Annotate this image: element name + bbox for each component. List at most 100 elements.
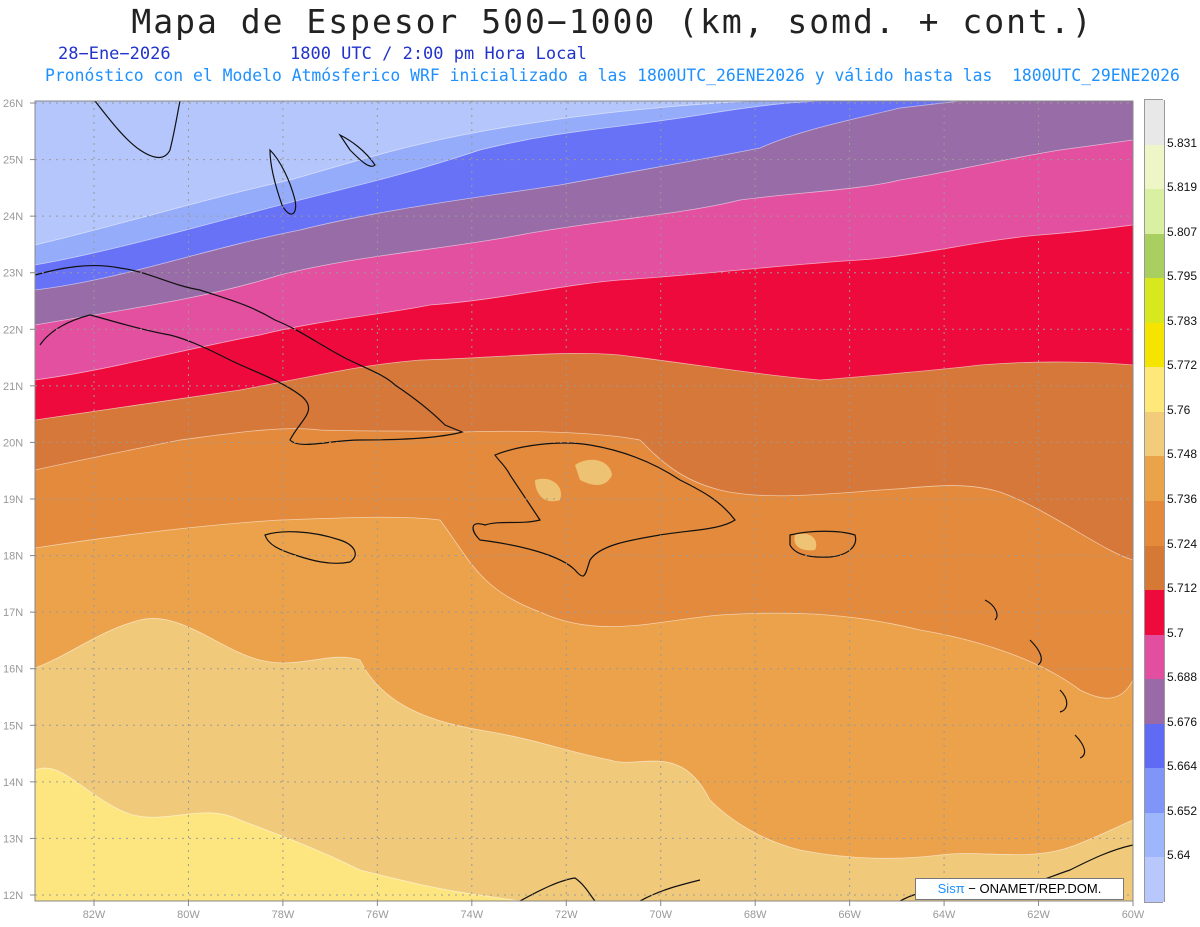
highland-patch <box>535 478 561 502</box>
colorbar-label: 5.831 <box>1167 135 1198 150</box>
florida-coastline <box>94 101 181 159</box>
colorbar <box>1144 99 1165 903</box>
lon-label: 78W <box>272 909 295 921</box>
colorbar-swatch <box>1144 501 1165 546</box>
contour-line <box>35 224 1133 381</box>
hispaniola-highland-patches <box>535 459 817 551</box>
valid-time: 1800 UTC / 2:00 pm Hora Local <box>290 44 587 64</box>
contour-line <box>35 516 1133 699</box>
colorbar-swatch <box>1144 634 1165 680</box>
longitude-labels: 82W 80W 78W 76W 74W 72W 70W 68W 66W 64W 62W 60W <box>83 901 1145 921</box>
colorbar-swatch <box>1144 189 1165 234</box>
lat-label: 22N <box>3 324 23 336</box>
lon-label: 62W <box>1027 909 1050 921</box>
lesser-antilles-coastline <box>984 599 1086 759</box>
credit-box: Sisπ − ONAMET/REP.DOM. <box>915 878 1124 900</box>
lat-label: 24N <box>3 211 23 223</box>
band-tan <box>35 618 1133 901</box>
lat-label: 14N <box>3 777 23 789</box>
map-frame <box>34 100 1134 902</box>
thickness-map: 82W 80W 78W 76W 74W 72W 70W 68W 66W 64W 62W 60W 26N… <box>3 98 1145 921</box>
colorbar-label: 5.712 <box>1167 581 1198 596</box>
andros-coastline <box>269 148 297 215</box>
colorbar-swatch <box>1144 590 1165 635</box>
lon-label: 80W <box>177 909 200 921</box>
contour-line <box>35 353 1133 421</box>
colorbar-swatch <box>1144 322 1165 368</box>
lat-label: 13N <box>3 833 23 845</box>
lat-label: 26N <box>3 98 23 110</box>
colorbar-label: 5.783 <box>1167 313 1198 328</box>
lon-label: 60W <box>1122 909 1145 921</box>
colorbar-label: 5.819 <box>1167 180 1198 195</box>
hispaniola-coastline <box>472 442 736 577</box>
contour-line <box>35 101 961 291</box>
colorbar-label: 5.748 <box>1167 447 1198 462</box>
jamaica-coastline <box>264 531 356 564</box>
cuba-coastline <box>35 264 464 446</box>
colorbar-swatch <box>1144 411 1165 457</box>
colorbar-label: 5.652 <box>1167 803 1198 818</box>
colorbar-label: 5.736 <box>1167 492 1198 506</box>
lon-label: 72W <box>555 909 578 921</box>
colorbar-swatch <box>1144 100 1165 145</box>
contour-lines <box>35 101 1133 901</box>
sispi-logo: Sisπ <box>937 881 965 896</box>
lat-label: 12N <box>3 890 23 902</box>
lon-label: 64W <box>933 909 956 921</box>
colorbar-swatch <box>1144 768 1165 813</box>
colorbar-label: 5.676 <box>1167 714 1198 729</box>
lon-label: 70W <box>649 909 672 921</box>
lat-label: 15N <box>3 720 23 732</box>
valid-date: 28−Ene−2026 <box>58 44 171 64</box>
puerto-rico-coastline <box>789 530 857 558</box>
lat-label: 20N <box>3 437 23 449</box>
lon-label: 82W <box>83 909 106 921</box>
colorbar-label: 5.664 <box>1167 759 1198 774</box>
colorbar-swatch <box>1144 144 1165 190</box>
lat-label: 21N <box>3 381 23 393</box>
colorbar-swatch <box>1144 456 1165 501</box>
lat-label: 16N <box>3 664 23 676</box>
contour-line <box>35 618 1133 859</box>
colorbar-label: 5.724 <box>1167 536 1198 551</box>
colorbar-label: 5.76 <box>1167 402 1191 417</box>
highland-patch <box>794 533 817 551</box>
colorbar-label: 5.7 <box>1167 625 1184 640</box>
colorbar-swatch <box>1144 367 1165 412</box>
latitude-labels: 26N 25N 24N 23N 22N 21N 20N 19N 18N 17N 16N 15N 14N 1… <box>3 98 35 902</box>
colorbar-swatch <box>1144 233 1165 279</box>
colorbar-label: 5.64 <box>1167 848 1191 863</box>
lon-label: 66W <box>838 909 861 921</box>
colorbar-swatch <box>1144 545 1165 591</box>
lat-label: 18N <box>3 551 23 563</box>
lon-label: 76W <box>366 909 389 921</box>
coastlines <box>35 101 1133 901</box>
contour-line <box>35 428 1133 561</box>
colorbar-label: 5.772 <box>1167 358 1198 373</box>
lon-label: 74W <box>461 909 484 921</box>
contour-line <box>35 101 751 246</box>
graticule <box>35 101 1134 901</box>
bahamas-coastline <box>338 133 376 167</box>
lat-label: 19N <box>3 494 23 506</box>
colorbar-swatch <box>1144 857 1165 902</box>
contour-line <box>35 139 1133 326</box>
colorbar-label: 5.688 <box>1167 670 1198 685</box>
colorbar-label: 5.807 <box>1167 224 1198 239</box>
lon-label: 68W <box>744 909 767 921</box>
colorbar-swatch <box>1144 278 1165 323</box>
colorbar-swatch <box>1144 812 1165 858</box>
colorbar-swatch <box>1144 679 1165 724</box>
credit-text: − ONAMET/REP.DOM. <box>968 881 1102 896</box>
map-title: Mapa de Espesor 500−1000 (km, somd. + co… <box>131 2 1094 41</box>
highland-patch <box>575 459 612 485</box>
lat-label: 25N <box>3 155 23 167</box>
colorbar-swatch <box>1144 723 1165 769</box>
shaded-contours <box>35 101 1133 901</box>
lat-label: 23N <box>3 268 23 280</box>
contour-line <box>35 101 831 266</box>
colorbar-label: 5.795 <box>1167 269 1198 284</box>
forecast-description: Pronóstico con el Modelo Atmósferico WRF… <box>45 66 1180 85</box>
lat-label: 17N <box>3 607 23 619</box>
